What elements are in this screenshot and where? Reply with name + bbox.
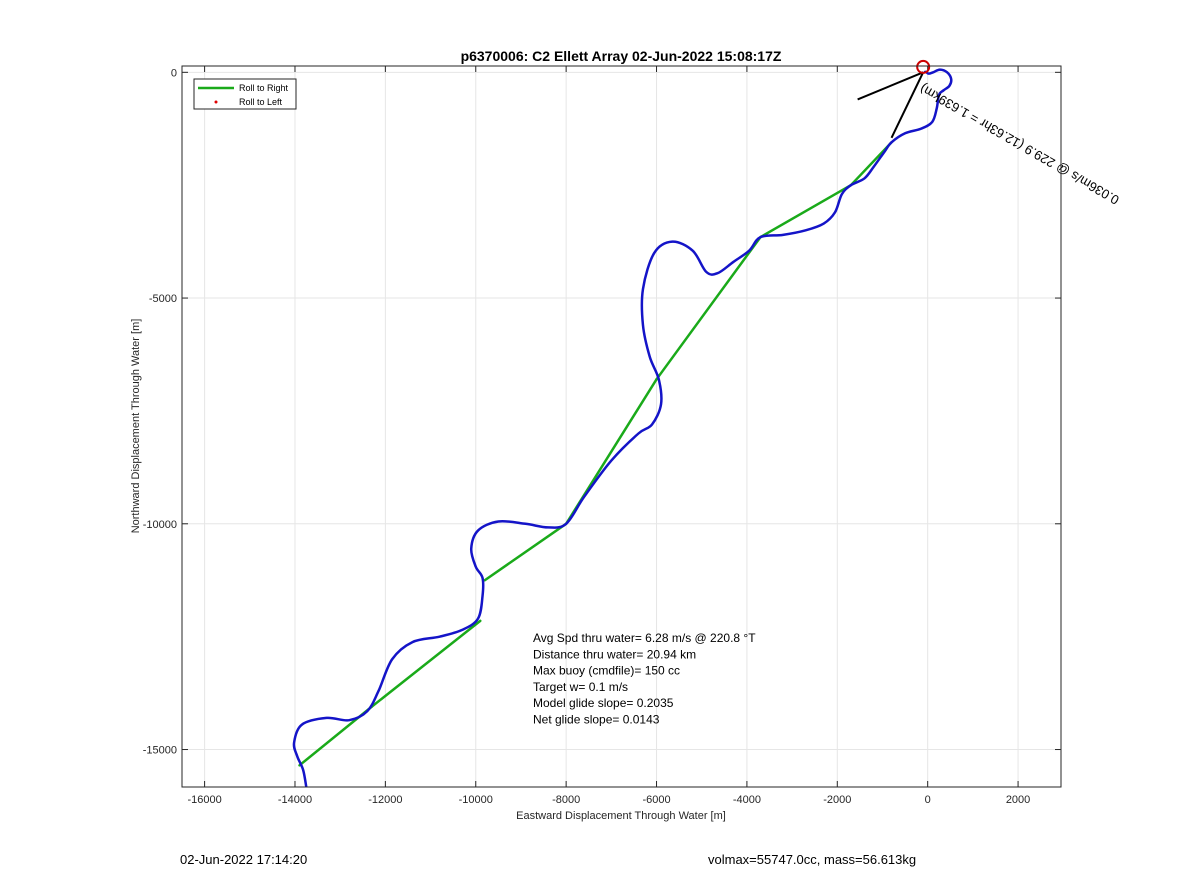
y-tick-label: -15000 [143, 745, 177, 757]
roll-right-segment [759, 183, 853, 239]
legend-entry-label: Roll to Right [239, 83, 289, 93]
legend-box [193, 78, 297, 110]
legend-swatch-dot [214, 100, 218, 104]
grid-lines [182, 66, 1061, 787]
stats-annotation-line: Model glide slope= 0.2035 [533, 696, 674, 710]
stats-annotation-line: Avg Spd thru water= 6.28 m/s @ 220.8 °T [533, 631, 756, 645]
legend: Roll to Right Roll to Left [193, 78, 297, 110]
x-tick-label: 0 [925, 794, 931, 806]
x-tick-label: -12000 [368, 794, 402, 806]
stats-annotation-line: Target w= 0.1 m/s [533, 680, 628, 694]
glider-track-line [292, 68, 953, 788]
current-vector-line [857, 71, 924, 101]
stats-annotation-line: Distance thru water= 20.94 km [533, 647, 696, 661]
start-marker [916, 59, 931, 74]
footer-timestamp: 02-Jun-2022 17:14:20 [180, 852, 308, 867]
x-tick-label: -2000 [823, 794, 851, 806]
y-tick-label: -10000 [143, 519, 177, 531]
start-circle-marker [916, 59, 931, 74]
x-tick-label: -8000 [552, 794, 580, 806]
roll-right-segment [655, 235, 762, 381]
legend-entry-label: Roll to Left [239, 97, 283, 107]
roll-right-segment [370, 619, 482, 708]
roll-right-segment [483, 522, 568, 582]
y-tick-labels: 0 -5000 -10000 -15000 [143, 67, 177, 756]
x-axis-label: Eastward Displacement Through Water [m] [516, 810, 726, 822]
series-layer [292, 68, 953, 788]
stats-annotations: Avg Spd thru water= 6.28 m/s @ 220.8 °T D… [533, 631, 756, 727]
x-tick-labels: -16000 -14000 -12000 -10000 -8000 -6000 -4000 -… [187, 794, 1030, 806]
stats-annotation-line: Net glide slope= 0.0143 [533, 713, 660, 727]
x-tick-label: 2000 [1006, 794, 1030, 806]
chart-title: p6370006: C2 Ellett Array 02-Jun-2022 15… [461, 48, 782, 64]
x-tick-label: -14000 [278, 794, 312, 806]
y-tick-label: 0 [171, 67, 177, 79]
y-tick-label: -5000 [149, 293, 177, 305]
current-vector-line [890, 71, 925, 139]
plot-area [182, 66, 1061, 787]
stats-annotation-line: Max buoy (cmdfile)= 150 cc [533, 664, 680, 678]
y-axis-label: Northward Displacement Through Water [m] [130, 319, 142, 534]
x-tick-label: -4000 [733, 794, 761, 806]
x-tick-label: -10000 [459, 794, 493, 806]
x-tick-label: -16000 [187, 794, 221, 806]
footer-volmax-mass: volmax=55747.0cc, mass=56.613kg [708, 852, 917, 867]
axis-ticks [182, 66, 1061, 787]
plot-border [181, 65, 1062, 788]
x-tick-label: -6000 [642, 794, 670, 806]
